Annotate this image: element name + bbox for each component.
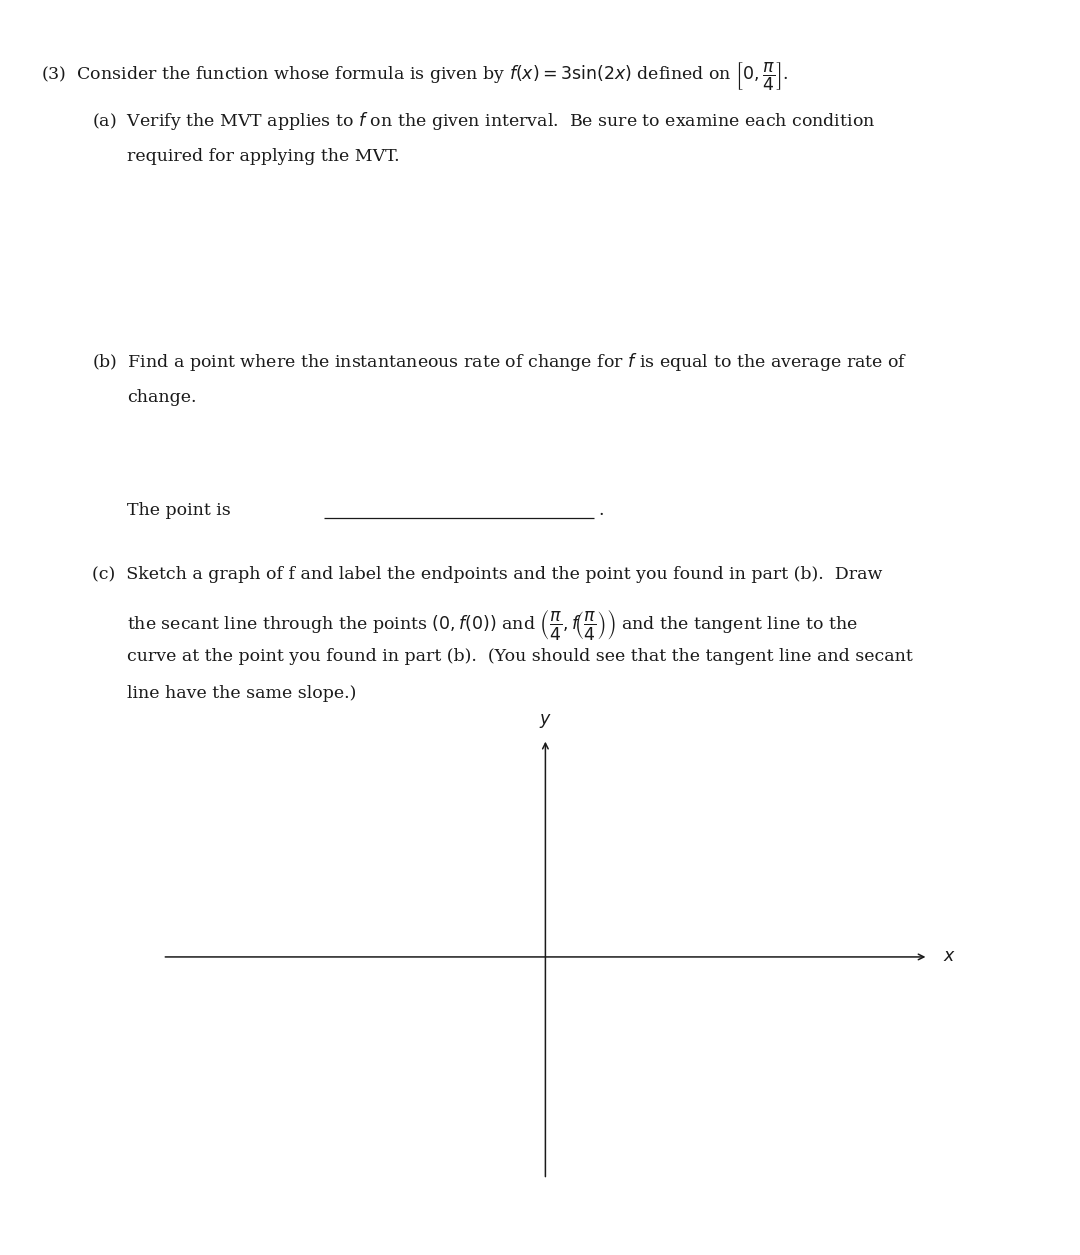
Text: required for applying the MVT.: required for applying the MVT. xyxy=(127,148,400,166)
Text: (a)  Verify the MVT applies to $f$ on the given interval.  Be sure to examine ea: (a) Verify the MVT applies to $f$ on the… xyxy=(92,110,875,133)
Text: the secant line through the points $(0, f(0))$ and $\left(\dfrac{\pi}{4}, f\!\le: the secant line through the points $(0, … xyxy=(127,607,858,643)
Text: $y$: $y$ xyxy=(539,712,552,730)
Text: line have the same slope.): line have the same slope.) xyxy=(127,685,356,703)
Text: (3)  Consider the function whose formula is given by $f(x) = 3\sin(2x)$ defined : (3) Consider the function whose formula … xyxy=(41,60,788,93)
Text: curve at the point you found in part (b).  (You should see that the tangent line: curve at the point you found in part (b)… xyxy=(127,648,914,665)
Text: $x$: $x$ xyxy=(943,949,956,965)
Text: The point is: The point is xyxy=(127,502,231,520)
Text: (b)  Find a point where the instantaneous rate of change for $f$ is equal to the: (b) Find a point where the instantaneous… xyxy=(92,351,907,374)
Text: .: . xyxy=(598,502,604,520)
Text: (c)  Sketch a graph of f and label the endpoints and the point you found in part: (c) Sketch a graph of f and label the en… xyxy=(92,566,882,584)
Text: change.: change. xyxy=(127,389,197,407)
